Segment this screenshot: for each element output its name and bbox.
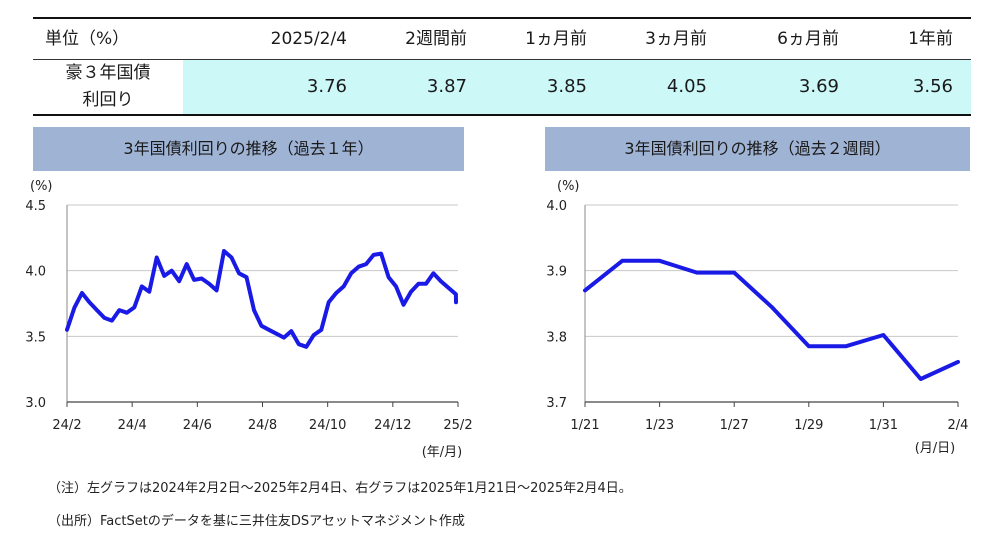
right-y-unit: (%) [557,179,580,194]
left-x-tick-label: 24/4 [118,418,147,433]
footnote: （注）左グラフは2024年2月2日～2025年2月4日、右グラフは2025年1月… [48,481,632,496]
left-x-tick-label: 24/12 [374,418,411,433]
left-y-tick-label: 4.5 [25,199,46,214]
yield-summary-table: 単位（%） 2025/2/4 2週間前 1ヵ月前 3ヵ月前 6ヵ月前 1年前 豪… [33,17,971,116]
col-header-2w: 2週間前 [405,29,467,49]
row-label-line2: 利回り [82,90,134,110]
table-header-rule [33,59,971,60]
col-header-1y: 1年前 [908,29,953,49]
value-1y: 3.56 [912,76,953,97]
value-current: 3.76 [306,76,347,97]
left-x-tick-label: 24/8 [248,418,277,433]
right-y-tick-label: 3.9 [546,265,567,280]
left-x-tick-label: 24/6 [183,418,212,433]
row-label-line1: 豪３年国債 [65,63,151,83]
value-6m: 3.69 [798,76,839,97]
value-1m: 3.85 [546,76,587,97]
right-y-tick-label: 3.7 [546,396,567,411]
left-x-tick-label: 24/2 [52,418,81,433]
col-header-6m: 6ヵ月前 [777,29,839,49]
chart-right-title: 3年国債利回りの推移（過去２週間） [545,127,970,171]
col-header-3m: 3ヵ月前 [645,29,707,49]
left-x-unit: (年/月) [422,445,463,460]
left-y-tick-label: 3.5 [25,330,46,345]
value-2w: 3.87 [426,76,467,97]
table-bottom-rule [33,114,971,116]
left-y-tick-label: 4.0 [25,265,46,280]
left-y-tick-label: 3.0 [25,396,46,411]
right-x-tick-label: 2/4 [948,418,969,433]
source-note: （出所）FactSetのデータを基に三井住友DSアセットマネジメント作成 [48,514,465,529]
unit-header: 単位（%） [45,29,130,49]
right-y-tick-label: 3.8 [546,330,567,345]
left-x-tick-label: 24/10 [309,418,346,433]
left-y-unit: (%) [30,179,53,194]
right-x-tick-label: 1/23 [645,418,674,433]
col-header-current: 2025/2/4 [270,29,347,49]
table-top-rule [33,17,971,19]
right-x-tick-label: 1/29 [794,418,823,433]
chart-left-title: 3年国債利回りの推移（過去１年） [33,127,464,171]
right-x-tick-label: 1/31 [869,418,898,433]
right-x-unit: (月/日) [915,441,956,456]
value-3m: 4.05 [666,76,707,97]
col-header-1m: 1ヵ月前 [525,29,587,49]
row-label: 豪３年国債 利回り [33,60,183,114]
right-x-tick-label: 1/27 [720,418,749,433]
right-y-tick-label: 4.0 [546,199,567,214]
right-series-line [583,258,960,381]
value-row-highlight [183,60,971,114]
right-x-tick-label: 1/21 [570,418,599,433]
left-series-line [65,249,458,349]
left-x-tick-label: 25/2 [443,418,472,433]
